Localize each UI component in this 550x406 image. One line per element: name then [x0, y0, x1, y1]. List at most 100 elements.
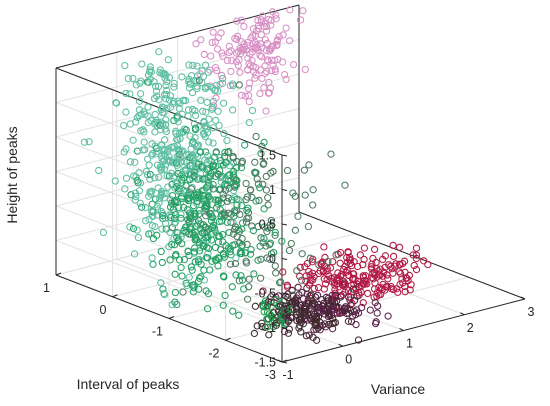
data-point-purple	[354, 309, 363, 317]
y-tick-mark	[168, 316, 175, 319]
data-point-upper-cyan-green	[126, 223, 134, 231]
data-point-upper-cyan-green	[95, 166, 103, 175]
gridline-z-side	[55, 240, 283, 328]
data-point-transition-scatter	[277, 278, 285, 286]
data-point-purple	[373, 309, 381, 317]
data-point-crimson	[346, 259, 354, 268]
data-point-transition-scatter	[297, 276, 306, 284]
data-point-transition-scatter	[327, 150, 335, 158]
data-point-upper-cyan-green	[132, 118, 140, 126]
box-edge	[298, 211, 526, 300]
z-tick-label: 0.5	[259, 218, 276, 232]
data-point-upper-cyan-green	[228, 106, 237, 114]
data-point-transition-scatter	[287, 239, 295, 248]
data-point-purple	[344, 317, 353, 325]
data-point-lower-green	[221, 291, 229, 300]
data-point-upper-cyan-green	[214, 107, 222, 115]
data-point-upper-cyan-green	[195, 255, 203, 264]
data-point-upper-cyan-green	[203, 151, 212, 160]
data-point-pink	[268, 66, 276, 75]
data-point-lower-green	[180, 203, 188, 212]
data-point-crimson	[323, 264, 331, 273]
data-point-upper-cyan-green	[148, 254, 156, 262]
data-point-transition-scatter	[264, 201, 272, 209]
data-point-pink	[233, 17, 241, 25]
data-point-pink	[273, 41, 281, 50]
y-tick-label: -3	[265, 368, 276, 382]
data-point-lower-green	[219, 251, 228, 259]
z-tick-label: -1.5	[254, 356, 276, 370]
data-point-upper-cyan-green	[191, 107, 199, 115]
data-point-crimson	[389, 241, 397, 250]
data-point-pink	[256, 40, 265, 48]
data-point-dark-brown	[292, 303, 300, 311]
data-point-crimson	[283, 283, 292, 291]
data-point-transition-scatter	[209, 162, 217, 171]
data-point-crimson	[350, 270, 358, 278]
data-point-transition-scatter	[243, 240, 251, 249]
data-point-transition-scatter	[275, 279, 284, 287]
data-point-pink	[223, 56, 232, 65]
z-axis-label: Height of peaks	[4, 126, 20, 223]
data-point-lower-green	[178, 240, 186, 248]
data-point-transition-scatter	[304, 222, 313, 231]
data-point-purple	[284, 290, 292, 298]
data-point-upper-cyan-green	[229, 186, 238, 195]
data-point-upper-cyan-green	[148, 212, 156, 220]
data-point-upper-cyan-green	[155, 173, 163, 181]
data-point-lower-green	[158, 258, 166, 267]
data-point-upper-cyan-green	[140, 108, 148, 116]
y-tick-label: -1	[152, 325, 163, 339]
data-point-dark-brown	[285, 325, 293, 333]
data-point-lower-green	[232, 271, 240, 279]
data-point-transition-scatter	[262, 186, 271, 194]
data-point-crimson	[406, 286, 414, 294]
data-point-transition-scatter	[243, 193, 252, 201]
data-point-crimson	[356, 251, 364, 259]
data-point-pink	[217, 29, 225, 37]
data-point-lower-green	[246, 250, 255, 258]
data-point-crimson	[369, 254, 377, 263]
data-point-transition-scatter	[291, 192, 299, 200]
data-point-upper-cyan-green	[157, 279, 165, 287]
data-point-transition-scatter	[260, 159, 268, 167]
data-point-pink	[252, 71, 260, 79]
data-point-upper-cyan-green	[160, 290, 169, 299]
data-point-upper-cyan-green	[137, 77, 145, 85]
data-point-crimson	[314, 283, 323, 292]
data-point-pink	[253, 27, 261, 35]
data-point-upper-cyan-green	[204, 68, 212, 76]
data-point-transition-scatter	[244, 214, 253, 222]
data-point-crimson	[412, 244, 421, 252]
data-point-crimson	[412, 254, 421, 263]
data-point-pink	[256, 89, 264, 98]
data-point-upper-cyan-green	[223, 136, 231, 145]
data-point-pink	[266, 84, 275, 92]
data-point-lower-green	[219, 301, 227, 309]
data-point-crimson	[382, 283, 390, 291]
data-point-transition-scatter	[236, 210, 244, 219]
data-point-crimson	[310, 284, 318, 293]
data-point-pink	[278, 58, 287, 66]
data-point-upper-cyan-green	[191, 281, 199, 290]
data-point-lower-green	[153, 231, 161, 239]
data-point-transition-scatter	[252, 132, 260, 141]
data-point-crimson	[323, 275, 331, 284]
data-point-upper-cyan-green	[134, 233, 143, 242]
data-point-lower-green	[195, 210, 203, 218]
data-point-transition-scatter	[248, 193, 256, 202]
data-point-crimson	[424, 260, 432, 269]
x-tick-label: -1	[282, 368, 293, 382]
data-point-upper-cyan-green	[193, 62, 201, 70]
data-point-upper-cyan-green	[170, 79, 178, 88]
data-point-transition-scatter	[298, 250, 306, 258]
data-point-lower-green	[226, 248, 234, 256]
data-point-lower-green	[211, 153, 219, 161]
data-point-lower-green	[256, 184, 264, 192]
data-point-lower-green	[225, 244, 233, 252]
data-point-transition-scatter	[238, 234, 246, 243]
data-point-lower-green	[225, 147, 233, 156]
data-point-lower-green	[171, 288, 180, 297]
data-point-upper-cyan-green	[132, 192, 140, 201]
data-point-crimson	[325, 272, 333, 280]
